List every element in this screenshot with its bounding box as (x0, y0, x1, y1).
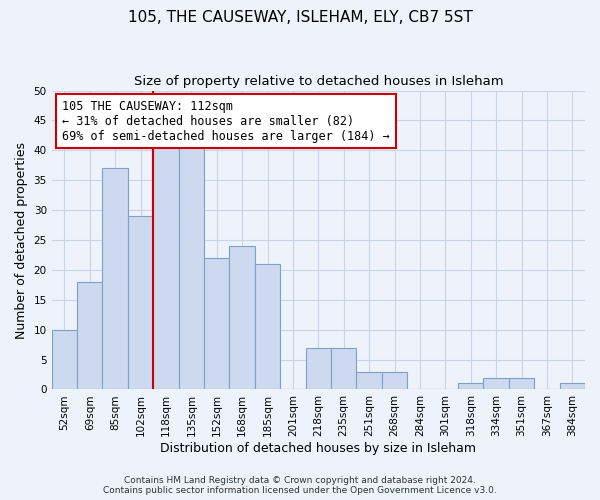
Bar (229, 246, 255, 390)
Title: Size of property relative to detached houses in Isleham: Size of property relative to detached ho… (134, 75, 503, 88)
Bar (356, 372, 382, 390)
Bar (331, 348, 356, 390)
Bar (128, 216, 153, 390)
Bar (255, 264, 280, 390)
Bar (382, 372, 407, 390)
Bar (204, 258, 229, 390)
Bar (77, 282, 103, 390)
Bar (560, 384, 585, 390)
Bar (484, 378, 509, 390)
Text: 105 THE CAUSEWAY: 112sqm
← 31% of detached houses are smaller (82)
69% of semi-d: 105 THE CAUSEWAY: 112sqm ← 31% of detach… (62, 100, 390, 142)
Bar (103, 168, 128, 390)
Bar (509, 378, 534, 390)
Bar (458, 384, 484, 390)
Text: 105, THE CAUSEWAY, ISLEHAM, ELY, CB7 5ST: 105, THE CAUSEWAY, ISLEHAM, ELY, CB7 5ST (128, 10, 472, 25)
X-axis label: Distribution of detached houses by size in Isleham: Distribution of detached houses by size … (160, 442, 476, 455)
Bar (52, 330, 77, 390)
Bar (153, 144, 179, 390)
Text: Contains HM Land Registry data © Crown copyright and database right 2024.
Contai: Contains HM Land Registry data © Crown c… (103, 476, 497, 495)
Bar (305, 348, 331, 390)
Y-axis label: Number of detached properties: Number of detached properties (15, 142, 28, 338)
Bar (179, 144, 204, 390)
